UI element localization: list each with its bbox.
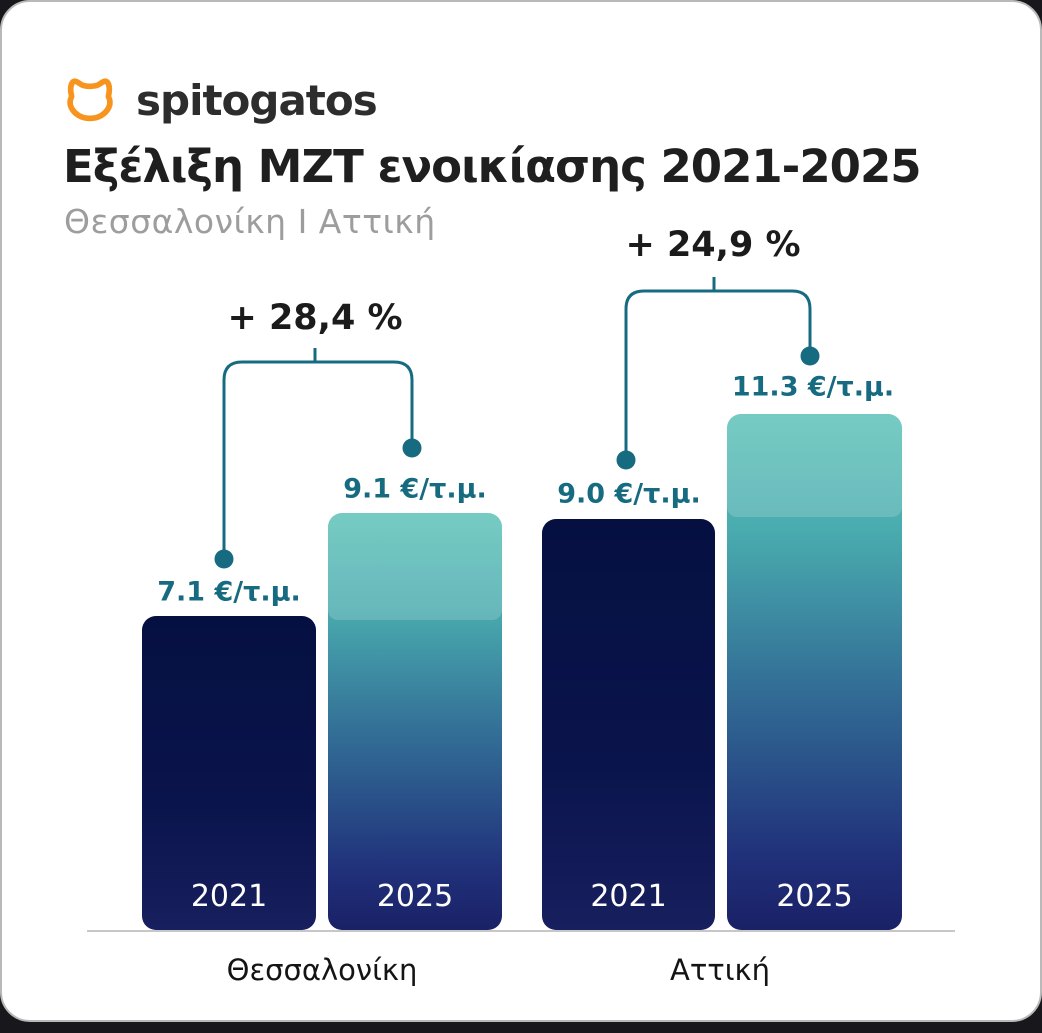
value-label-attiki-2021: 9.0 €/τ.μ.	[557, 478, 701, 510]
value-label-attiki-2025: 11.3 €/τ.μ.	[731, 371, 895, 403]
bar-year-label: 2021	[590, 879, 667, 914]
bar-year-label: 2021	[190, 879, 268, 914]
cat-icon	[67, 78, 113, 122]
x-axis-baseline	[87, 930, 955, 932]
increase-highlight-segment	[727, 414, 902, 517]
brand-logo: spitogatos	[62, 74, 378, 126]
brand-name: spitogatos	[136, 75, 378, 125]
bar-thessaloniki-2025: 2025	[328, 513, 502, 930]
change-label-thessaloniki: + 28,4 %	[227, 298, 403, 338]
value-label-thessaloniki-2025: 9.1 €/τ.μ.	[343, 473, 487, 505]
bar-attiki-2021: 2021	[542, 519, 715, 930]
bar-year-label: 2025	[376, 879, 454, 914]
page-subtitle: Θεσσαλονίκη Ι Αττική	[64, 202, 436, 241]
bar-year-label: 2025	[776, 879, 853, 914]
bar-thessaloniki-2021: 2021	[142, 616, 316, 930]
change-label-attiki: + 24,9 %	[625, 225, 801, 265]
category-label-attiki: Αττική	[669, 953, 771, 987]
page-title: Εξέλιξη ΜΖΤ ενοικίασης 2021-2025	[63, 140, 922, 193]
bar-attiki-2025: 2025	[727, 414, 902, 930]
category-label-thessaloniki: Θεσσαλονίκη	[226, 953, 418, 987]
value-label-thessaloniki-2021: 7.1 €/τ.μ.	[157, 576, 301, 608]
increase-highlight-segment	[328, 513, 502, 620]
